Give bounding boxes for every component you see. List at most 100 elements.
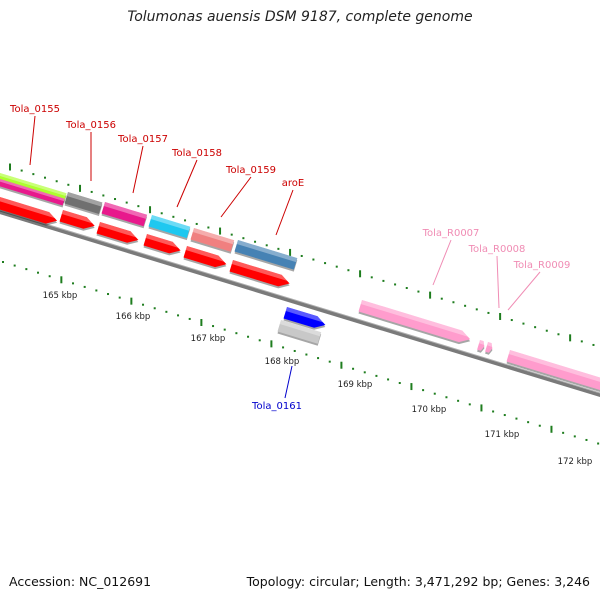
upper-tick-minor-tick — [44, 176, 47, 179]
gene-bar-shine — [150, 215, 191, 231]
lower-tick-minor-tick — [573, 435, 576, 438]
scale-label: 165 kbp — [43, 291, 78, 301]
upper-tick-minor-tick — [254, 240, 257, 243]
lower-tick-minor-tick — [142, 303, 145, 306]
gene-label-leader — [275, 189, 294, 236]
accession-text: Accession: NC_012691 — [9, 574, 152, 589]
topology-text: Topology: circular; Length: 3,471,292 bp… — [246, 574, 590, 589]
gene-bar — [234, 240, 298, 272]
upper-tick-minor-tick — [160, 212, 163, 215]
lower-tick-minor-tick — [585, 438, 588, 441]
gene-bar-body — [190, 228, 235, 252]
gene-bar-lower-body — [277, 320, 322, 344]
upper-tick-minor-tick — [347, 269, 350, 272]
cds-arrow-body — [229, 260, 290, 287]
upper-tick-minor-tick — [324, 262, 327, 265]
upper-tick-minor-tick — [55, 180, 58, 183]
rna-arrow-body — [358, 300, 471, 343]
scale-label: 171 kbp — [485, 430, 520, 440]
lower-tick-minor-tick — [212, 325, 215, 328]
gene-bar-shine — [0, 173, 67, 196]
cds-arrow-body — [59, 210, 95, 229]
rna-arrow — [477, 340, 486, 353]
upper-tick-minor-tick — [464, 304, 467, 307]
upper-tick-minor-tick — [32, 173, 35, 176]
gene-bar-shine — [192, 228, 235, 245]
gene-bar — [0, 179, 65, 208]
lower-tick-minor-tick — [363, 371, 366, 374]
upper-tick-minor-tick — [370, 276, 373, 279]
lower-tick-minor-tick — [83, 285, 86, 288]
gene-bar-shine — [66, 192, 103, 207]
lower-tick-minor-tick — [492, 410, 495, 413]
cds-arrow-body — [143, 234, 181, 254]
gene-bar-body — [101, 202, 148, 227]
gene-label: aroE — [282, 178, 304, 189]
lower-tick-minor-tick — [328, 360, 331, 363]
lower-tick-minor-tick — [165, 310, 168, 313]
scale-label: 166 kbp — [116, 312, 151, 322]
rna-arrow — [358, 300, 472, 345]
lower-tick-minor-tick — [457, 399, 460, 402]
lower-tick-minor-tick — [247, 335, 250, 338]
lower-tick-minor-tick — [48, 275, 51, 278]
lower-tick-minor-tick — [153, 307, 156, 310]
cds-arrow-shine — [185, 246, 229, 263]
backbone-line — [0, 209, 600, 398]
rna-arrow-shine — [479, 340, 486, 346]
gene-label-leader — [29, 115, 36, 166]
upper-tick-minor-tick — [534, 326, 537, 329]
gene-bar — [148, 215, 191, 241]
scale-label: 170 kbp — [412, 405, 447, 415]
upper-tick-minor-tick — [510, 319, 513, 322]
gene-bar-shine — [103, 202, 148, 219]
gene-label-leader — [220, 176, 252, 218]
lower-tick-minor-tick — [72, 282, 75, 285]
backbone-highlight — [0, 209, 600, 394]
rna-label: Tola_R0007 — [422, 228, 480, 239]
lower-tick-minor-tick — [375, 374, 378, 377]
cds-arrow-shine — [61, 210, 97, 225]
rna-arrow-shine — [487, 342, 494, 348]
upper-tick-minor-tick — [452, 301, 455, 304]
gene-label: Tola_0158 — [171, 148, 222, 159]
gene-label-leader — [132, 145, 144, 194]
upper-tick-minor-tick — [102, 194, 105, 197]
scale-label: 168 kbp — [265, 357, 300, 367]
scale-label: 169 kbp — [338, 380, 373, 390]
gene-bar-lower — [277, 320, 322, 346]
upper-tick-minor-tick — [580, 340, 583, 343]
lower-tick-minor-tick — [188, 317, 191, 320]
lower-tick-minor-tick — [468, 403, 471, 406]
cds-arrow — [96, 222, 141, 245]
rna-arrow — [485, 342, 494, 355]
cds-arrow-body — [0, 197, 58, 224]
upper-tick-minor-tick — [184, 219, 187, 222]
gene-bar — [190, 228, 235, 254]
lower-tick-minor-tick — [562, 431, 565, 434]
gene-label-leader — [176, 159, 198, 208]
lower-tick-minor-tick — [422, 389, 425, 392]
upper-tick-minor-tick — [20, 169, 23, 172]
upper-tick-minor-tick — [242, 237, 245, 240]
gene-bar-body — [148, 215, 191, 239]
scale-label: 172 kbp — [558, 457, 593, 467]
lower-tick-minor-tick — [538, 424, 541, 427]
lower-tick-minor-tick — [445, 396, 448, 399]
lower-tick-minor-tick — [515, 417, 518, 420]
lower-tick-minor-tick — [223, 328, 226, 331]
lower-tick-minor-tick — [13, 264, 16, 267]
upper-tick-minor-tick — [90, 190, 93, 193]
lower-tick-minor-tick — [305, 353, 308, 356]
rna-label-leader — [496, 255, 500, 309]
gene-label-lower: Tola_0161 — [251, 401, 302, 412]
lower-tick-minor-tick — [398, 382, 401, 385]
rna-bar — [506, 350, 600, 393]
lower-tick-minor-tick — [433, 392, 436, 395]
rna-arrow-body — [485, 342, 493, 353]
upper-tick-minor-tick — [67, 183, 70, 186]
lower-tick-minor-tick — [387, 378, 390, 381]
lower-tick-minor-tick — [293, 349, 296, 352]
cds-arrow — [183, 246, 229, 270]
